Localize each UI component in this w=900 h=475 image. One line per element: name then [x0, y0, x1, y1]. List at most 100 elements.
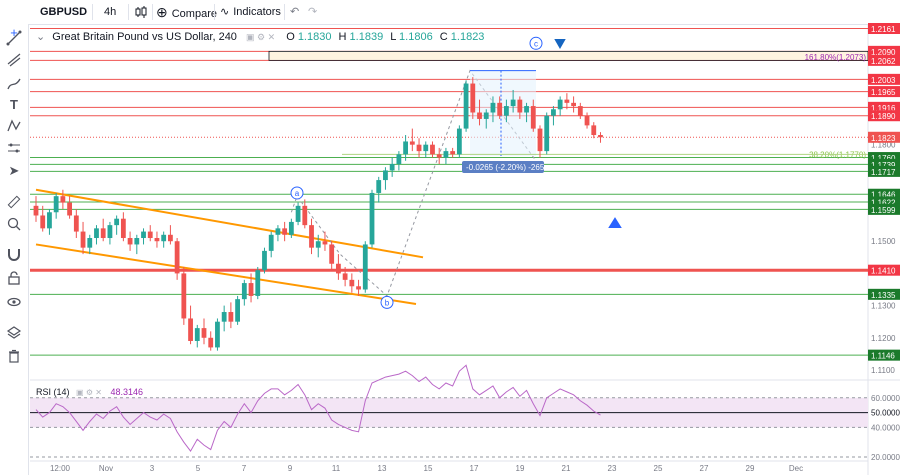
close-value: 1.1823 — [450, 31, 485, 43]
wave-label-b: b — [385, 298, 390, 307]
text-icon[interactable]: T — [10, 97, 18, 112]
level-tag-5 — [868, 101, 900, 113]
brush-icon[interactable] — [4, 76, 24, 94]
candle-body-71 — [510, 99, 516, 107]
time-label-12: 23 — [608, 464, 617, 473]
bar-style-icon[interactable] — [134, 0, 148, 24]
fib-icon[interactable] — [4, 52, 24, 70]
candle-body-76 — [544, 115, 550, 152]
candle-body-38 — [288, 221, 294, 235]
grid — [30, 24, 900, 475]
open-label: O — [286, 31, 295, 43]
compare-plus-icon: ⊕ — [156, 4, 168, 20]
candle-body-66 — [477, 112, 482, 119]
candle-body-42 — [315, 241, 321, 248]
trash-icon[interactable] — [4, 348, 24, 366]
eye-icon[interactable] — [4, 294, 24, 312]
time-label-6: 11 — [332, 464, 341, 473]
arrow-icon[interactable]: ➤ — [8, 163, 20, 178]
candle-body-0 — [33, 205, 39, 216]
fib-target-box — [268, 50, 869, 61]
candle-body-27 — [215, 321, 220, 348]
candle-body-72 — [517, 99, 523, 113]
level-label-10: 1.1646 — [871, 191, 896, 200]
rsi-tick-0: 60.0000 — [871, 394, 900, 403]
candle-body-25 — [201, 328, 207, 338]
time-label-4: 7 — [242, 464, 247, 473]
candle-body-47 — [349, 279, 355, 287]
rsi-line — [35, 364, 601, 452]
axes: 1.21611.20901.20621.20031.19651.19161.18… — [50, 23, 900, 473]
price-tick-1: 1.1200 — [871, 334, 896, 343]
time-label-0: 12:00 — [50, 464, 71, 473]
current-price-tag — [868, 131, 900, 143]
interval-button[interactable]: 4h — [104, 6, 117, 18]
candle-body-8 — [87, 238, 93, 248]
candle-body-51 — [376, 180, 382, 193]
candle-body-14 — [127, 238, 133, 245]
level-tag-1 — [868, 45, 900, 57]
symbol-button[interactable]: GBPUSD — [40, 6, 88, 18]
candle-body-30 — [235, 299, 240, 322]
level-tag-14 — [868, 288, 900, 300]
candle-body-11 — [107, 225, 113, 239]
level-tag-3 — [868, 73, 900, 85]
candle-body-24 — [194, 328, 200, 341]
measure-label: -0.0265 (-2.20%) -265 — [466, 163, 545, 172]
wave-label-c: c — [534, 39, 538, 48]
indicators-button[interactable]: ∿ Indicators — [220, 0, 281, 24]
forecast-icon[interactable] — [4, 140, 24, 158]
high-value: 1.1839 — [349, 31, 384, 43]
candle-body-52 — [383, 170, 388, 181]
candle-body-22 — [181, 273, 187, 319]
pattern-icon[interactable] — [4, 118, 24, 136]
candle-body-4 — [60, 196, 66, 203]
level-label-0: 1.2161 — [871, 25, 896, 34]
fib-label-1: 38.20%(1.1770) — [809, 150, 866, 159]
candle-body-43 — [322, 241, 328, 245]
candle-body-77 — [551, 109, 556, 116]
indicators-label: Indicators — [233, 6, 281, 18]
candle-body-79 — [564, 99, 570, 103]
ruler-icon[interactable] — [4, 194, 24, 212]
level-label-12: 1.1599 — [871, 206, 896, 215]
time-label-1: Nov — [99, 464, 113, 473]
candle-body-84 — [598, 135, 603, 138]
crosshair-icon[interactable]: + — [10, 25, 18, 40]
candle-body-9 — [94, 228, 99, 239]
level-tag-12 — [868, 203, 900, 215]
rsi-pane — [30, 364, 868, 458]
candle-body-21 — [174, 241, 180, 274]
redo-icon[interactable]: ↷ — [308, 6, 318, 18]
magnet-icon[interactable] — [4, 246, 24, 264]
level-tag-11 — [868, 196, 900, 208]
wave-circle-a — [290, 186, 304, 200]
candle-body-1 — [40, 215, 46, 229]
lock-icon[interactable] — [4, 270, 24, 288]
layers-icon[interactable] — [4, 324, 24, 342]
measure-label-bg — [462, 160, 544, 173]
current-price-label: 1.1823 — [871, 134, 896, 143]
candle-body-41 — [309, 225, 314, 248]
time-label-2: 3 — [150, 464, 155, 473]
zoom-icon[interactable] — [4, 216, 24, 234]
rsi-band — [30, 397, 868, 428]
level-tag-7 — [868, 152, 900, 164]
rsi-controls[interactable]: ▣ ⚙ ✕ — [76, 388, 102, 397]
compare-button[interactable]: ⊕ Compare — [156, 0, 217, 24]
collapse-chevron-icon[interactable]: ⌄ — [36, 31, 46, 43]
channel-upper-line — [35, 188, 424, 259]
wave-label-a: a — [295, 189, 300, 198]
rsi-tick-2: 40.0000 — [871, 423, 900, 432]
level-label-11: 1.1622 — [871, 198, 896, 207]
time-label-5: 9 — [288, 464, 293, 473]
undo-icon[interactable]: ↶ — [290, 6, 300, 18]
price-tick-4: 1.1800 — [871, 141, 896, 150]
top-toolbar: GBPUSD 4h ⊕ Compare ∿ Indicators ↶ ↷ — [0, 0, 900, 25]
legend-controls[interactable]: ▣ ⚙ ✕ — [246, 32, 276, 42]
candle-body-50 — [369, 192, 375, 245]
close-label: C — [439, 31, 448, 43]
trend-line-icon[interactable] — [4, 30, 24, 48]
candle-body-44 — [329, 244, 335, 264]
